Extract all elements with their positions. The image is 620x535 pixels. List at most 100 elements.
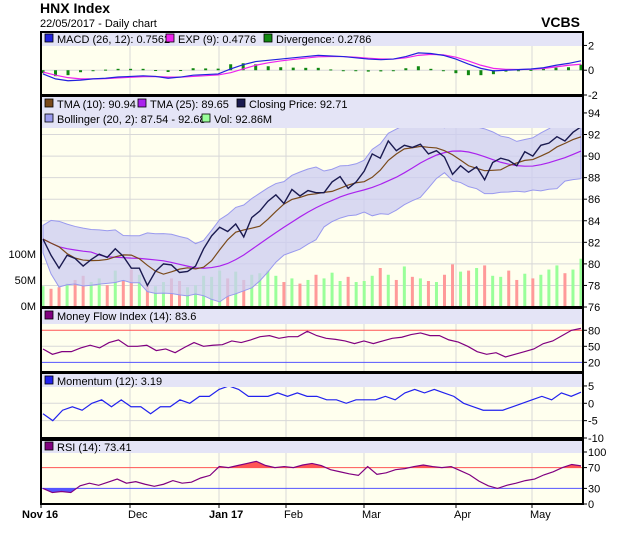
divergence-bar bbox=[391, 70, 395, 72]
momentum-axis-tick-label: -5 bbox=[588, 416, 598, 428]
rsi-overbought-area bbox=[218, 461, 581, 468]
volume-bar bbox=[523, 273, 527, 307]
volume-bar bbox=[499, 276, 503, 307]
volume-axis-label: 100M bbox=[8, 249, 36, 261]
volume-bar bbox=[290, 278, 294, 307]
price-axis-tick-label: 76 bbox=[588, 302, 600, 314]
divergence-legend: Divergence: 0.2786 bbox=[276, 34, 371, 46]
volume-bar bbox=[258, 273, 262, 307]
volume-bar bbox=[274, 275, 278, 307]
divergence-bar bbox=[266, 66, 270, 71]
volume-bar bbox=[410, 276, 414, 307]
divergence-bar bbox=[291, 67, 295, 71]
volume-bar bbox=[354, 282, 358, 307]
momentum-legend-band bbox=[41, 373, 583, 387]
mfi-line bbox=[42, 327, 582, 358]
closing-price-line bbox=[42, 126, 582, 287]
volume-bar bbox=[41, 286, 45, 307]
divergence-bar bbox=[504, 70, 508, 72]
price-axis-tick-label: 80 bbox=[588, 259, 600, 271]
volume-bar bbox=[475, 268, 479, 307]
price-axis-tick-label: 82 bbox=[588, 237, 600, 249]
chart-title: HNX Index bbox=[40, 0, 110, 16]
closing-price-legend: Closing Price: 92.71 bbox=[249, 99, 347, 111]
volume-bar bbox=[571, 269, 575, 307]
volume-bar bbox=[346, 276, 350, 307]
divergence-bar bbox=[204, 68, 208, 71]
volume-bar bbox=[483, 265, 487, 307]
divergence-bar bbox=[104, 69, 108, 71]
volume-bar bbox=[370, 275, 374, 307]
x-axis-label: Apr bbox=[454, 509, 471, 521]
volume-bar bbox=[442, 274, 446, 307]
divergence-bar bbox=[41, 70, 45, 74]
divergence-bar bbox=[79, 70, 83, 73]
tma10-line bbox=[42, 136, 582, 275]
rsi-swatch bbox=[44, 441, 54, 451]
divergence-bar bbox=[516, 70, 520, 72]
rsi-legend-band bbox=[41, 440, 583, 453]
volume-bar bbox=[49, 288, 53, 307]
mfi-swatch bbox=[44, 310, 54, 320]
x-axis-label: Jan 17 bbox=[209, 509, 243, 521]
divergence-bar bbox=[441, 70, 445, 72]
divergence-bar bbox=[366, 70, 370, 72]
rsi-axis-tick-label: 100 bbox=[588, 447, 606, 459]
divergence-bar bbox=[566, 67, 570, 71]
tma25-legend: TMA (25): 89.65 bbox=[150, 99, 229, 111]
closing-price-swatch bbox=[236, 98, 246, 108]
brand-label: VCBS bbox=[541, 14, 580, 30]
signal-line bbox=[42, 53, 582, 80]
divergence-bar bbox=[454, 70, 458, 74]
volume-bar bbox=[491, 275, 495, 307]
rsi-line bbox=[42, 460, 582, 494]
momentum-axis-tick-label: -10 bbox=[588, 433, 604, 445]
mfi-legend: Money Flow Index (14): 83.6 bbox=[57, 311, 196, 323]
divergence-bar bbox=[466, 70, 470, 76]
rsi-panel-border bbox=[40, 439, 584, 505]
volume-bar bbox=[531, 278, 535, 307]
volume-bar bbox=[161, 282, 165, 307]
volume-bar bbox=[515, 279, 519, 307]
macd-legend-band bbox=[41, 32, 583, 46]
volume-bar bbox=[57, 287, 61, 307]
bollinger-swatch bbox=[44, 113, 54, 123]
momentum-swatch bbox=[44, 375, 54, 385]
volume-bar bbox=[451, 264, 455, 307]
mfi-axis-tick-label: 50 bbox=[588, 341, 600, 353]
signal-legend: EXP (9): 0.4776 bbox=[178, 34, 256, 46]
momentum-legend: Momentum (12): 3.19 bbox=[57, 376, 162, 388]
divergence-bar bbox=[529, 69, 533, 71]
divergence-bar bbox=[316, 67, 320, 71]
rsi-axis-tick-label: 30 bbox=[588, 483, 600, 495]
volume-bar bbox=[394, 279, 398, 307]
macd-swatch bbox=[44, 33, 54, 43]
mfi-axis-tick-label: 20 bbox=[588, 357, 600, 369]
divergence-bar bbox=[304, 67, 308, 71]
volume-bar bbox=[145, 283, 149, 307]
volume-bar bbox=[81, 275, 85, 307]
volume-bar bbox=[547, 269, 551, 307]
volume-bar bbox=[121, 281, 125, 307]
rsi-axis-tick-label: 70 bbox=[588, 463, 600, 475]
volume-bar bbox=[65, 283, 69, 307]
macd-axis-tick-label: -2 bbox=[588, 90, 598, 102]
rsi-axis-tick-label: 0 bbox=[588, 499, 594, 511]
volume-bar bbox=[89, 282, 93, 307]
momentum-panel-border bbox=[40, 372, 584, 439]
macd-axis-tick-label: 2 bbox=[588, 40, 594, 52]
divergence-bar bbox=[341, 70, 345, 72]
divergence-bar bbox=[279, 67, 283, 71]
price-axis-tick-label: 94 bbox=[588, 108, 600, 120]
volume-bar bbox=[539, 274, 543, 307]
mfi-axis-tick-label: 80 bbox=[588, 325, 600, 337]
momentum-axis-tick-label: 0 bbox=[588, 398, 594, 410]
macd-axis-tick-label: 0 bbox=[588, 65, 594, 77]
volume-bar bbox=[314, 274, 318, 307]
volume-bar bbox=[137, 274, 141, 307]
volume-bar bbox=[507, 270, 511, 307]
momentum-axis-tick-label: 5 bbox=[588, 381, 594, 393]
volume-bar bbox=[555, 265, 559, 307]
volume-bar bbox=[73, 279, 77, 307]
volume-bar bbox=[129, 269, 133, 307]
